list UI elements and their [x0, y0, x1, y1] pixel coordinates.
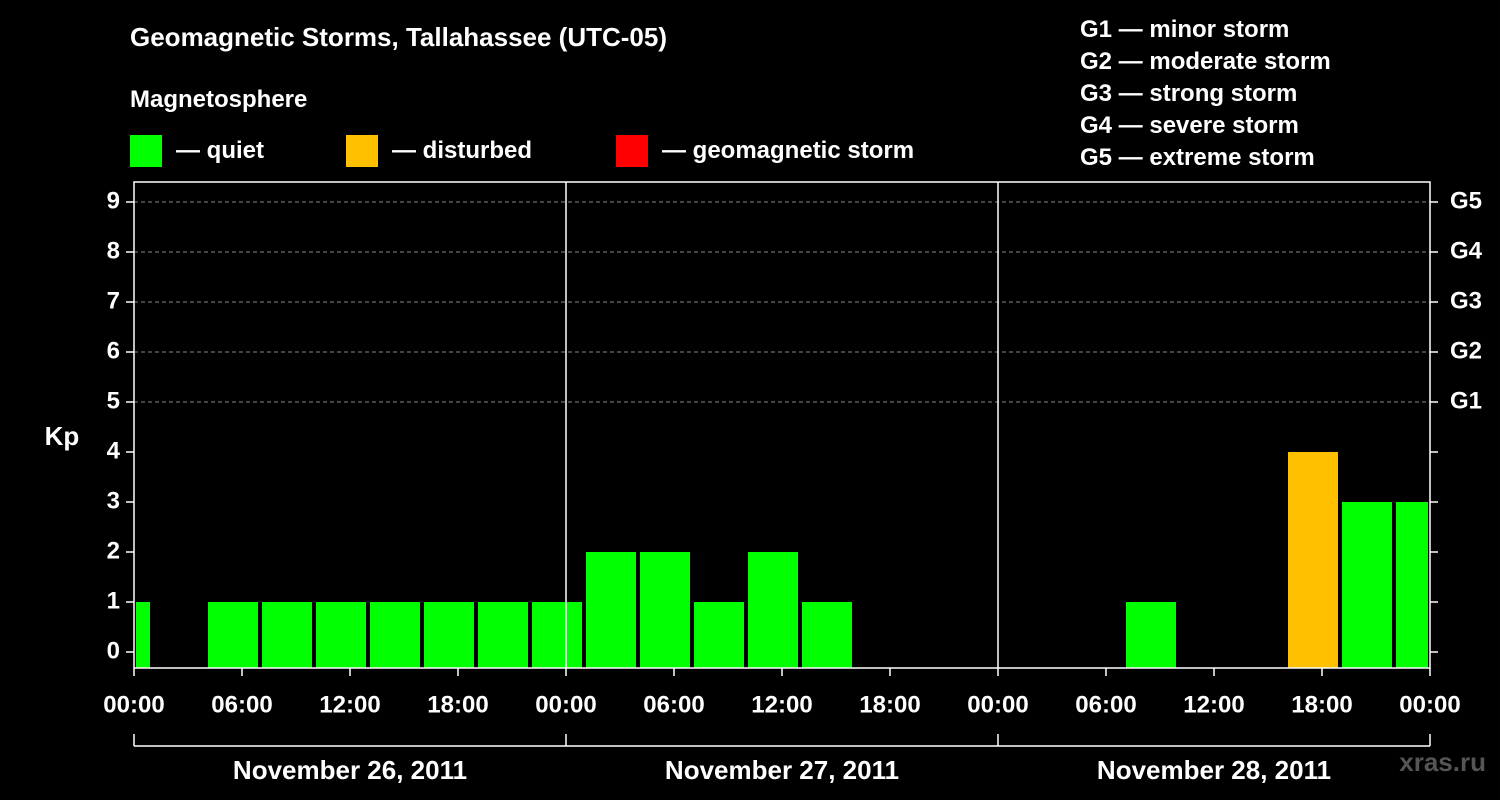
- legend-storm-swatch: [616, 135, 648, 167]
- legend-quiet: — quiet: [130, 134, 264, 168]
- legend-disturbed-label: — disturbed: [392, 137, 533, 164]
- x-tick-label-3: 18:00: [427, 691, 488, 718]
- bar-15: [1342, 502, 1392, 668]
- legend-quiet-label: — quiet: [176, 137, 264, 164]
- chart-title: Geomagnetic Storms, Tallahassee (UTC-05): [130, 22, 668, 52]
- x-tick-label-7: 18:00: [859, 691, 920, 718]
- x-tick-label-12: 00:00: [1399, 691, 1460, 718]
- bar-5: [424, 602, 474, 668]
- y-tick-label-4: 4: [107, 437, 121, 464]
- legend-storm: — geomagnetic storm: [616, 134, 914, 168]
- day-label-1: November 27, 2011: [665, 755, 899, 785]
- storm-scale-g3: G3 — strong storm: [1080, 80, 1298, 107]
- bar-13: [1126, 602, 1176, 668]
- bar-10: [694, 602, 744, 668]
- bar-16: [1396, 502, 1428, 668]
- g-label-g4: G4: [1450, 237, 1483, 264]
- grid-layer: [134, 201, 1430, 403]
- y-tick-label-5: 5: [107, 387, 120, 414]
- legend-quiet-swatch: [130, 135, 162, 167]
- y-tick-label-3: 3: [107, 487, 120, 514]
- y-tick-label-9: 9: [107, 187, 120, 214]
- g-label-g1: G1: [1450, 387, 1482, 414]
- bars-layer: [136, 452, 1428, 668]
- x-tick-label-10: 12:00: [1183, 691, 1244, 718]
- x-tick-label-5: 06:00: [643, 691, 704, 718]
- bar-7: [532, 602, 582, 668]
- chart-subtitle: Magnetosphere: [130, 86, 308, 113]
- legend-storm-label: — geomagnetic storm: [662, 137, 915, 164]
- g-label-g3: G3: [1450, 287, 1482, 314]
- x-tick-label-8: 00:00: [967, 691, 1028, 718]
- y-axis-label: Kp: [45, 421, 80, 451]
- day-label-2: November 28, 2011: [1097, 755, 1331, 785]
- x-tick-label-11: 18:00: [1291, 691, 1352, 718]
- g-label-g2: G2: [1450, 337, 1482, 364]
- y-tick-label-0: 0: [107, 637, 120, 664]
- legend-disturbed: — disturbed: [346, 134, 532, 168]
- bar-1: [208, 602, 258, 668]
- storm-scale-g2: G2 — moderate storm: [1080, 48, 1331, 75]
- bar-9: [640, 552, 690, 668]
- bar-8: [586, 552, 636, 668]
- bar-4: [370, 602, 420, 668]
- x-tick-label-2: 12:00: [319, 691, 380, 718]
- bar-6: [478, 602, 528, 668]
- x-tick-label-0: 00:00: [103, 691, 164, 718]
- y-tick-label-8: 8: [107, 237, 120, 264]
- watermark: xras.ru: [1399, 747, 1486, 777]
- storm-scale-legend: G1 — minor storm G2 — moderate storm G3 …: [1080, 14, 1331, 174]
- bar-12: [802, 602, 852, 668]
- bar-0: [136, 602, 150, 668]
- bar-2: [262, 602, 312, 668]
- y-tick-label-7: 7: [107, 287, 120, 314]
- bar-11: [748, 552, 798, 668]
- day-label-0: November 26, 2011: [233, 755, 467, 785]
- storm-scale-g1: G1 — minor storm: [1080, 16, 1290, 43]
- x-tick-label-4: 00:00: [535, 691, 596, 718]
- bar-14: [1288, 452, 1338, 668]
- y-tick-label-2: 2: [107, 537, 120, 564]
- x-tick-label-6: 12:00: [751, 691, 812, 718]
- y-tick-label-6: 6: [107, 337, 120, 364]
- bar-3: [316, 602, 366, 668]
- y-tick-label-1: 1: [107, 587, 120, 614]
- storm-scale-g5: G5 — extreme storm: [1080, 144, 1315, 171]
- g-label-g5: G5: [1450, 187, 1482, 214]
- legend-disturbed-swatch: [346, 135, 378, 167]
- storm-scale-g4: G4 — severe storm: [1080, 112, 1299, 139]
- x-tick-label-9: 06:00: [1075, 691, 1136, 718]
- x-tick-label-1: 06:00: [211, 691, 272, 718]
- axis-layer: 0 1 2 3 4 5 6 7 8 9 G1 G2 G3 G4 G5 00:00 06:00 12:00 18:00…: [103, 181, 1483, 785]
